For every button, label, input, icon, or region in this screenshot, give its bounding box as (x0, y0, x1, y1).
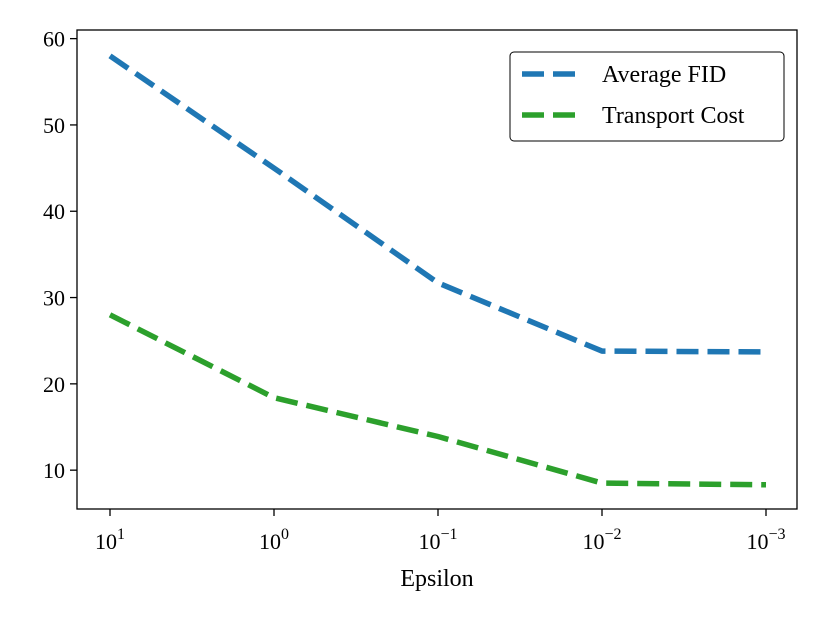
y-tick-label: 30 (43, 286, 65, 311)
x-tick-label: 100 (259, 526, 289, 554)
y-axis-ticks: 10 20 30 40 50 60 (43, 27, 77, 483)
y-tick-label: 20 (43, 372, 65, 397)
x-tick-label: 101 (95, 526, 125, 554)
legend: Average FID Transport Cost (509, 51, 785, 142)
y-tick-label: 40 (43, 199, 65, 224)
x-tick-label: 10−2 (582, 526, 621, 554)
x-tick-label: 10−1 (418, 526, 457, 554)
x-tick-label: 10−3 (746, 526, 785, 554)
legend-items: Average FID Transport Cost (522, 62, 745, 129)
x-axis-ticks: 101 100 10−1 10−2 10−3 (95, 509, 786, 554)
series-layer (108, 53, 767, 488)
plot-frame (76, 29, 798, 510)
series-line-transport-cost (108, 312, 767, 488)
y-tick-label: 60 (43, 27, 65, 52)
legend-label: Average FID (602, 62, 726, 88)
series-line-average-fid (108, 53, 767, 355)
x-axis-label: Epsilon (400, 566, 473, 592)
legend-box (509, 51, 785, 142)
y-tick-label: 10 (43, 458, 65, 483)
legend-label: Transport Cost (602, 103, 745, 129)
y-tick-label: 50 (43, 113, 65, 138)
